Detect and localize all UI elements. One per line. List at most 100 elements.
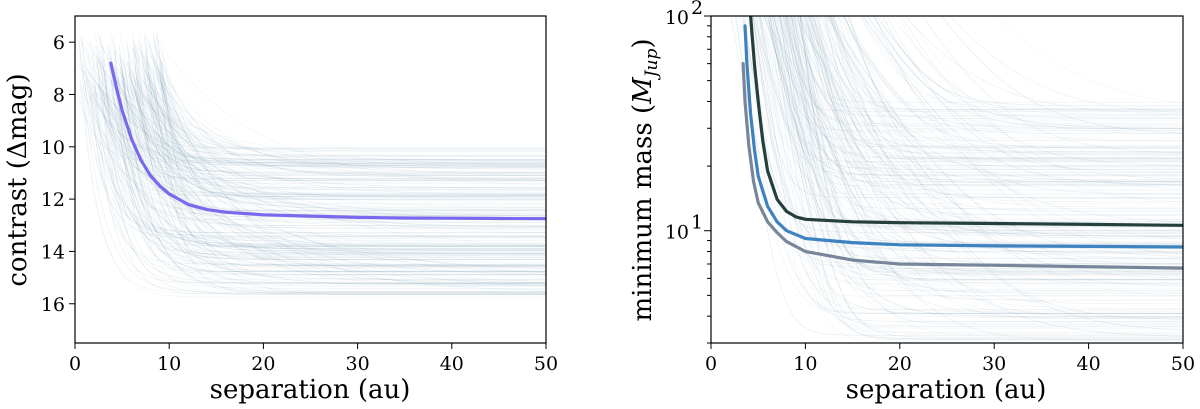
mass-background-curve <box>786 16 1183 159</box>
mass-background-curve <box>843 16 1183 149</box>
mass-background-curve <box>782 16 1183 276</box>
contrast-background-curve <box>123 71 546 276</box>
contrast-background-curve <box>153 79 546 284</box>
mass-background-curve <box>773 16 1183 310</box>
mass-background-curve <box>826 16 1183 110</box>
mass-background-curve <box>798 16 1183 213</box>
contrast-background-curve <box>159 62 546 250</box>
contrast-background-curve <box>77 95 546 163</box>
mass-background-curve <box>821 16 1183 155</box>
mass-background-curve <box>843 16 1183 135</box>
contrast-background-curve <box>80 39 546 226</box>
contrast-x-axis: 0 10 20 30 40 50 <box>69 343 558 375</box>
contrast-background-curve <box>97 58 546 270</box>
mass-background-curve <box>779 16 1183 341</box>
contrast-background-curve <box>121 71 546 273</box>
contrast-background-curve <box>129 73 545 150</box>
mass-y-axis-title-symbol: M <box>628 76 658 105</box>
mass-background-curve <box>777 16 1183 180</box>
mass-background-curve <box>773 16 1183 323</box>
mass-y-tick-label: 10 <box>665 222 689 244</box>
contrast-background-curve <box>109 68 545 267</box>
contrast-background-curve <box>136 72 546 293</box>
contrast-background-curve <box>149 38 546 254</box>
mass-background-curve <box>770 16 1183 229</box>
mass-background-curve <box>809 16 1183 231</box>
mass-background-curve <box>838 16 1183 141</box>
mass-background-curve <box>771 16 1183 333</box>
contrast-background-curve <box>81 36 546 284</box>
contrast-background-curve <box>144 36 546 251</box>
mass-background-curve <box>759 16 1183 175</box>
contrast-background-curve <box>125 37 546 253</box>
contrast-background-curve <box>109 44 546 247</box>
contrast-background-curve <box>81 61 546 239</box>
mass-background-curve <box>817 16 1183 166</box>
contrast-background-curve <box>95 60 545 250</box>
mass-background-curve <box>780 16 1183 338</box>
contrast-background-curve <box>155 37 546 195</box>
contrast-background-curve <box>144 31 546 229</box>
mass-background-curve <box>922 16 1183 154</box>
mass-background-curve <box>752 16 1183 311</box>
contrast-x-tick-label: 50 <box>534 353 558 375</box>
mass-background-curve <box>752 16 1183 280</box>
contrast-background-curve <box>149 63 546 164</box>
mass-background-curve <box>799 16 1183 274</box>
contrast-background-curve <box>110 34 546 244</box>
contrast-background-curve <box>102 60 545 261</box>
contrast-background-curve <box>143 81 546 166</box>
contrast-background-curve <box>157 66 546 162</box>
mass-background-curve <box>768 16 1183 273</box>
contrast-background-curve <box>127 74 546 233</box>
contrast-background-curve <box>101 79 546 272</box>
mass-y-axis-title-close: ) <box>628 38 658 48</box>
mass-background-curve <box>776 16 1183 195</box>
contrast-background-curve <box>86 70 546 217</box>
contrast-background-curve <box>143 73 546 223</box>
mass-background-curve <box>778 16 1183 329</box>
contrast-background-curve <box>96 72 546 190</box>
contrast-y-tick-label: 16 <box>41 294 65 316</box>
contrast-background-curve <box>146 41 546 174</box>
contrast-background-curve <box>146 73 546 214</box>
contrast-background-curve <box>138 39 546 198</box>
mass-background-curve <box>833 16 1183 253</box>
mass-background-curve <box>799 16 1183 318</box>
mass-background-curve <box>832 16 1183 148</box>
contrast-background-curve <box>114 50 546 257</box>
mass-background-curve <box>796 16 1183 322</box>
contrast-background-curve <box>107 63 546 246</box>
contrast-background-curve <box>112 36 546 281</box>
contrast-background-curve <box>131 78 546 255</box>
mass-background-curve <box>818 16 1183 158</box>
mass-y-axis-title-main: minimum mass ( <box>628 104 658 322</box>
mass-background-curve <box>779 16 1183 317</box>
mass-background-curve <box>995 16 1183 104</box>
contrast-background-curve <box>161 62 545 267</box>
mass-background-curve <box>833 16 1183 184</box>
mass-background-curve <box>897 16 1183 115</box>
contrast-background-curve <box>77 63 546 219</box>
mass-background-curve <box>768 16 1183 231</box>
mass-y-tick-exponent: 1 <box>691 212 703 234</box>
mass-background-curve <box>827 16 1183 277</box>
contrast-background-curve <box>134 89 546 174</box>
mass-background-curve <box>831 16 1183 120</box>
contrast-background-curve <box>113 68 546 272</box>
contrast-background-curve <box>145 50 546 252</box>
mass-background-curve <box>794 16 1183 297</box>
contrast-background-curve <box>120 62 546 295</box>
contrast-background-curve <box>94 92 546 249</box>
mass-background-curve <box>758 16 1183 162</box>
contrast-background-curve <box>130 43 546 282</box>
mass-background-curve <box>794 16 1183 111</box>
mass-background-curve <box>749 16 1183 319</box>
mass-background-curve <box>829 16 1183 264</box>
mass-background-curve <box>808 16 1183 162</box>
contrast-background-curve <box>159 70 546 167</box>
contrast-background-curve <box>110 80 546 192</box>
mass-background-curve <box>845 16 1183 156</box>
contrast-background-curve <box>115 92 545 156</box>
mass-background-curve <box>867 16 1183 180</box>
